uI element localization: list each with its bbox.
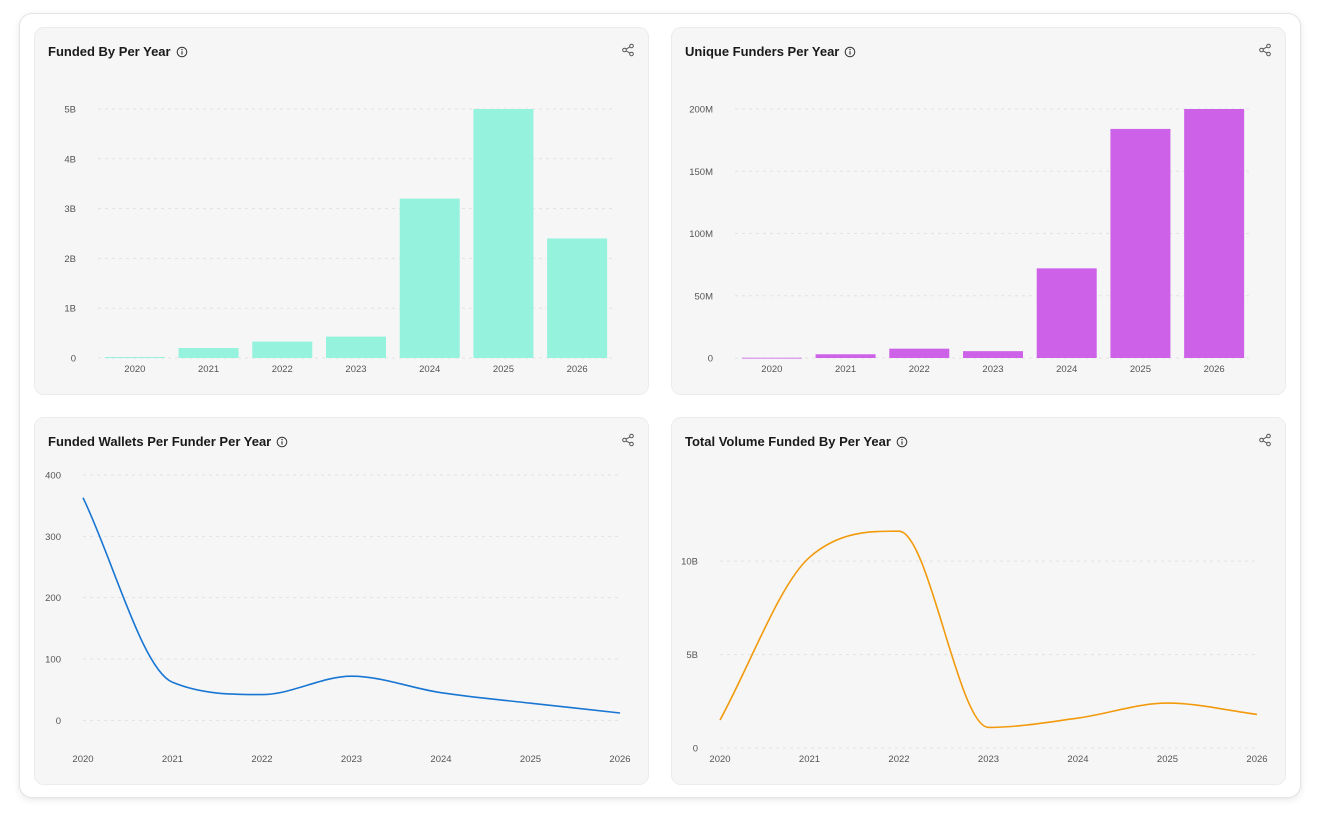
dashboard-frame: Funded By Per Year 0 1B 2B 3B 4B 5B 2020 2021 20… xyxy=(20,14,1300,797)
y-tick-label: 100 xyxy=(45,655,61,666)
share-icon[interactable] xyxy=(621,433,635,447)
y-tick-label: 0 xyxy=(693,744,698,755)
share-icon[interactable] xyxy=(621,43,635,57)
info-icon[interactable] xyxy=(176,46,188,58)
y-tick-label: 2B xyxy=(64,254,76,265)
x-tick-label: 2024 xyxy=(1067,754,1088,765)
card-title-text: Total Volume Funded By Per Year xyxy=(685,434,891,449)
y-tick-label: 0 xyxy=(71,354,76,365)
unique-funders-per-year-card: Unique Funders Per Year 0 50M 100M 150M 200M… xyxy=(671,27,1286,395)
x-tick-label: 2023 xyxy=(982,364,1003,375)
card-title: Unique Funders Per Year xyxy=(685,44,856,59)
x-tick-label: 2020 xyxy=(72,754,93,765)
card-title: Funded Wallets Per Funder Per Year xyxy=(48,434,288,449)
total-volume-funded-card: Total Volume Funded By Per Year 0 5B 10B 20… xyxy=(671,417,1286,785)
card-title-text: Funded By Per Year xyxy=(48,44,171,59)
y-tick-label: 50M xyxy=(695,291,714,302)
x-tick-label: 2025 xyxy=(520,754,541,765)
bar[interactable] xyxy=(473,109,534,358)
y-tick-label: 400 xyxy=(45,471,61,482)
y-tick-label: 0 xyxy=(56,716,61,727)
bar[interactable] xyxy=(741,357,802,359)
bar[interactable] xyxy=(178,348,239,358)
y-tick-label: 4B xyxy=(64,154,76,165)
funded-wallets-per-funder-chart: 0 100 200 300 400 2020 2021 2022 2023 2024 2025 202… xyxy=(45,471,630,766)
x-tick-label: 2022 xyxy=(272,364,293,375)
x-tick-label: 2021 xyxy=(198,364,219,375)
series-line[interactable] xyxy=(82,497,621,714)
x-tick-label: 2024 xyxy=(1056,364,1077,375)
y-tick-label: 1B xyxy=(64,304,76,315)
x-tick-label: 2023 xyxy=(341,754,362,765)
x-tick-label: 2021 xyxy=(799,754,820,765)
bar[interactable] xyxy=(547,238,608,358)
info-icon[interactable] xyxy=(844,46,856,58)
x-tick-label: 2024 xyxy=(419,364,440,375)
x-tick-label: 2025 xyxy=(1157,754,1178,765)
x-tick-label: 2026 xyxy=(1204,364,1225,375)
card-title-text: Unique Funders Per Year xyxy=(685,44,840,59)
bar[interactable] xyxy=(1110,128,1171,358)
bar[interactable] xyxy=(1184,109,1245,358)
x-tick-label: 2021 xyxy=(162,754,183,765)
y-tick-label: 5B xyxy=(686,650,698,661)
y-tick-label: 200M xyxy=(689,105,713,116)
y-tick-label: 0 xyxy=(708,354,713,365)
bar[interactable] xyxy=(252,341,313,358)
y-tick-label: 150M xyxy=(689,167,713,178)
share-icon[interactable] xyxy=(1258,43,1272,57)
info-icon[interactable] xyxy=(276,436,288,448)
x-tick-label: 2026 xyxy=(609,754,630,765)
bar[interactable] xyxy=(399,198,460,358)
x-tick-label: 2023 xyxy=(978,754,999,765)
y-tick-label: 3B xyxy=(64,204,76,215)
bar[interactable] xyxy=(963,351,1023,358)
y-tick-label: 5B xyxy=(64,105,76,116)
series-line[interactable] xyxy=(719,530,1258,729)
x-tick-label: 2024 xyxy=(430,754,451,765)
x-tick-label: 2021 xyxy=(835,364,856,375)
y-tick-label: 300 xyxy=(45,532,61,543)
info-icon[interactable] xyxy=(896,436,908,448)
y-tick-label: 100M xyxy=(689,229,713,240)
unique-funders-per-year-chart: 0 50M 100M 150M 200M 2020 2021 2022 2023 2024 2025… xyxy=(689,105,1251,375)
card-title: Total Volume Funded By Per Year xyxy=(685,434,908,449)
x-tick-label: 2020 xyxy=(709,754,730,765)
x-tick-label: 2025 xyxy=(1130,364,1151,375)
bar[interactable] xyxy=(326,336,386,358)
x-tick-label: 2025 xyxy=(493,364,514,375)
funded-by-per-year-card: Funded By Per Year 0 1B 2B 3B 4B 5B 2020 2021 20… xyxy=(34,27,649,395)
funded-by-per-year-chart: 0 1B 2B 3B 4B 5B 2020 2021 2022 2023 2024 2025 2026 xyxy=(64,105,614,375)
card-title-text: Funded Wallets Per Funder Per Year xyxy=(48,434,272,449)
share-icon[interactable] xyxy=(1258,433,1272,447)
x-tick-label: 2026 xyxy=(1246,754,1267,765)
funded-wallets-per-funder-card: Funded Wallets Per Funder Per Year 0 100 2… xyxy=(34,417,649,785)
x-tick-label: 2026 xyxy=(567,364,588,375)
bar[interactable] xyxy=(815,354,876,358)
x-tick-label: 2022 xyxy=(251,754,272,765)
bar[interactable] xyxy=(104,357,165,358)
y-tick-label: 10B xyxy=(681,557,698,568)
x-tick-label: 2020 xyxy=(124,364,145,375)
card-title: Funded By Per Year xyxy=(48,44,188,59)
x-tick-label: 2022 xyxy=(909,364,930,375)
bar[interactable] xyxy=(1036,268,1097,358)
x-tick-label: 2022 xyxy=(888,754,909,765)
x-tick-label: 2023 xyxy=(345,364,366,375)
bar[interactable] xyxy=(889,348,950,358)
total-volume-funded-chart: 0 5B 10B 2020 2021 2022 2023 2024 2025 2026 xyxy=(681,530,1268,765)
x-tick-label: 2020 xyxy=(761,364,782,375)
y-tick-label: 200 xyxy=(45,593,61,604)
